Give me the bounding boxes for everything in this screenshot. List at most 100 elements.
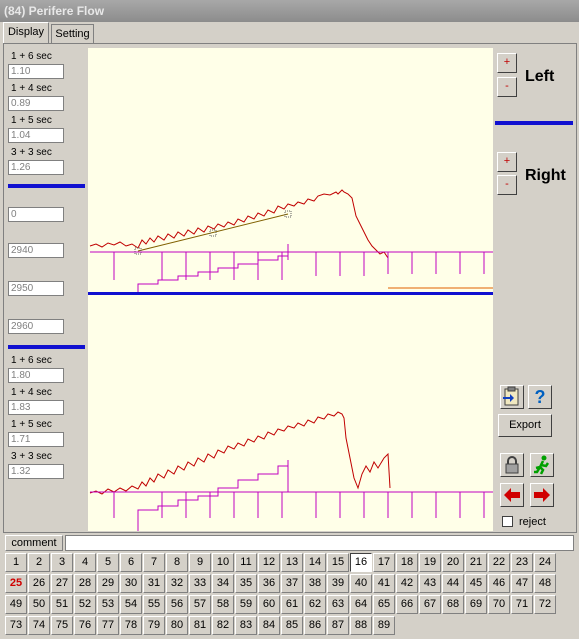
record-number-19[interactable]: 19 [419, 553, 441, 572]
record-number-15[interactable]: 15 [327, 553, 349, 572]
record-number-56[interactable]: 56 [166, 595, 188, 614]
record-number-61[interactable]: 61 [281, 595, 303, 614]
record-number-47[interactable]: 47 [511, 574, 533, 593]
record-number-27[interactable]: 27 [51, 574, 73, 593]
record-number-46[interactable]: 46 [488, 574, 510, 593]
record-number-77[interactable]: 77 [97, 616, 119, 635]
record-number-20[interactable]: 20 [442, 553, 464, 572]
mid-value-3[interactable]: 2950 [8, 281, 64, 296]
record-number-58[interactable]: 58 [212, 595, 234, 614]
record-number-28[interactable]: 28 [74, 574, 96, 593]
record-number-84[interactable]: 84 [258, 616, 280, 635]
top-value-1[interactable]: 1.10 [8, 64, 64, 79]
bottom-value-1[interactable]: 1.80 [8, 368, 64, 383]
top-value-2[interactable]: 0.89 [8, 96, 64, 111]
record-number-48[interactable]: 48 [534, 574, 556, 593]
record-number-54[interactable]: 54 [120, 595, 142, 614]
reject-checkbox[interactable] [502, 516, 513, 527]
record-number-2[interactable]: 2 [28, 553, 50, 572]
clipboard-button[interactable] [500, 385, 524, 409]
record-number-22[interactable]: 22 [488, 553, 510, 572]
record-number-18[interactable]: 18 [396, 553, 418, 572]
record-number-26[interactable]: 26 [28, 574, 50, 593]
record-number-40[interactable]: 40 [350, 574, 372, 593]
record-number-60[interactable]: 60 [258, 595, 280, 614]
record-number-10[interactable]: 10 [212, 553, 234, 572]
record-number-69[interactable]: 69 [465, 595, 487, 614]
record-number-62[interactable]: 62 [304, 595, 326, 614]
record-number-86[interactable]: 86 [304, 616, 326, 635]
record-number-33[interactable]: 33 [189, 574, 211, 593]
right-plus-button[interactable]: + [497, 152, 517, 172]
record-number-14[interactable]: 14 [304, 553, 326, 572]
record-number-9[interactable]: 9 [189, 553, 211, 572]
record-number-12[interactable]: 12 [258, 553, 280, 572]
record-number-7[interactable]: 7 [143, 553, 165, 572]
record-number-30[interactable]: 30 [120, 574, 142, 593]
record-number-67[interactable]: 67 [419, 595, 441, 614]
record-number-68[interactable]: 68 [442, 595, 464, 614]
record-number-23[interactable]: 23 [511, 553, 533, 572]
record-number-83[interactable]: 83 [235, 616, 257, 635]
record-number-75[interactable]: 75 [51, 616, 73, 635]
record-number-51[interactable]: 51 [51, 595, 73, 614]
record-number-25[interactable]: 25 [5, 574, 27, 593]
record-number-74[interactable]: 74 [28, 616, 50, 635]
record-number-50[interactable]: 50 [28, 595, 50, 614]
record-number-34[interactable]: 34 [212, 574, 234, 593]
comment-input[interactable] [65, 535, 574, 551]
tab-display[interactable]: Display [3, 22, 49, 43]
record-number-29[interactable]: 29 [97, 574, 119, 593]
record-number-11[interactable]: 11 [235, 553, 257, 572]
flow-graph[interactable] [88, 48, 493, 531]
record-number-53[interactable]: 53 [97, 595, 119, 614]
lock-button[interactable] [500, 453, 524, 477]
record-number-73[interactable]: 73 [5, 616, 27, 635]
left-plus-button[interactable]: + [497, 53, 517, 73]
record-number-78[interactable]: 78 [120, 616, 142, 635]
mid-value-2[interactable]: 2940 [8, 243, 64, 258]
record-number-57[interactable]: 57 [189, 595, 211, 614]
record-number-81[interactable]: 81 [189, 616, 211, 635]
record-number-66[interactable]: 66 [396, 595, 418, 614]
record-number-49[interactable]: 49 [5, 595, 27, 614]
record-number-72[interactable]: 72 [534, 595, 556, 614]
run-button[interactable] [530, 453, 554, 477]
record-number-63[interactable]: 63 [327, 595, 349, 614]
record-number-41[interactable]: 41 [373, 574, 395, 593]
record-number-80[interactable]: 80 [166, 616, 188, 635]
tab-setting[interactable]: Setting [51, 24, 94, 43]
record-number-35[interactable]: 35 [235, 574, 257, 593]
record-number-85[interactable]: 85 [281, 616, 303, 635]
record-number-89[interactable]: 89 [373, 616, 395, 635]
record-number-4[interactable]: 4 [74, 553, 96, 572]
record-number-16[interactable]: 16 [350, 553, 372, 572]
help-button[interactable]: ? [528, 385, 552, 409]
record-number-17[interactable]: 17 [373, 553, 395, 572]
record-number-55[interactable]: 55 [143, 595, 165, 614]
record-number-88[interactable]: 88 [350, 616, 372, 635]
mid-value-1[interactable]: 0 [8, 207, 64, 222]
record-number-79[interactable]: 79 [143, 616, 165, 635]
left-minus-button[interactable]: - [497, 77, 517, 97]
record-number-24[interactable]: 24 [534, 553, 556, 572]
record-number-3[interactable]: 3 [51, 553, 73, 572]
record-number-45[interactable]: 45 [465, 574, 487, 593]
record-number-76[interactable]: 76 [74, 616, 96, 635]
top-value-4[interactable]: 1.26 [8, 160, 64, 175]
record-number-39[interactable]: 39 [327, 574, 349, 593]
export-button[interactable]: Export [498, 414, 552, 437]
record-number-42[interactable]: 42 [396, 574, 418, 593]
record-number-64[interactable]: 64 [350, 595, 372, 614]
record-number-43[interactable]: 43 [419, 574, 441, 593]
right-minus-button[interactable]: - [497, 175, 517, 195]
top-value-3[interactable]: 1.04 [8, 128, 64, 143]
record-number-82[interactable]: 82 [212, 616, 234, 635]
record-number-6[interactable]: 6 [120, 553, 142, 572]
record-number-52[interactable]: 52 [74, 595, 96, 614]
record-number-5[interactable]: 5 [97, 553, 119, 572]
record-number-13[interactable]: 13 [281, 553, 303, 572]
previous-button[interactable] [500, 483, 524, 507]
record-number-36[interactable]: 36 [258, 574, 280, 593]
record-number-21[interactable]: 21 [465, 553, 487, 572]
